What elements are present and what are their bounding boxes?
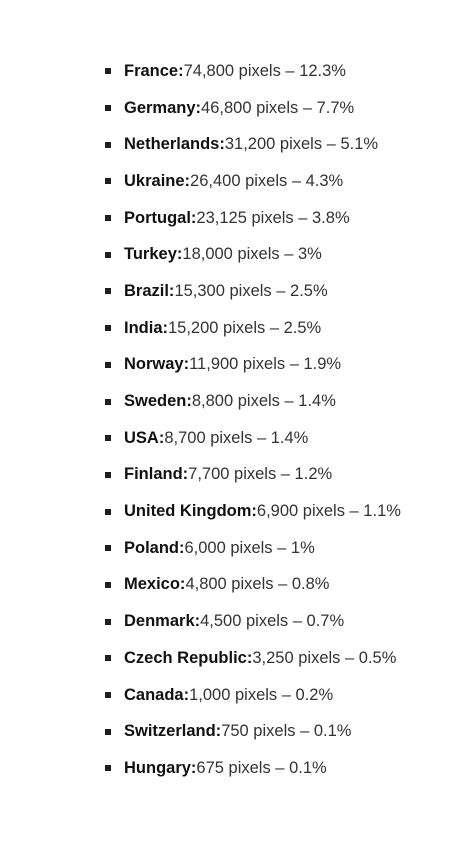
country-name: Brazil: xyxy=(124,281,175,300)
bullet-icon xyxy=(105,765,111,772)
country-name: Switzerland: xyxy=(124,722,222,741)
country-name: Hungary: xyxy=(124,758,197,777)
country-name: Portugal: xyxy=(124,208,197,227)
bullet-icon xyxy=(105,655,111,662)
pixel-detail: 46,800 pixels – 7.7% xyxy=(201,98,355,117)
list-item: USA: 8,700 pixels – 1.4% xyxy=(105,420,465,457)
list-item: Hungary: 675 pixels – 0.1% xyxy=(105,750,465,787)
country-name: Czech Republic: xyxy=(124,648,253,667)
country-pixel-list: France: 74,800 pixels – 12.3% Germany: 4… xyxy=(105,53,465,787)
country-name: USA: xyxy=(124,428,165,447)
pixel-detail: 8,800 pixels – 1.4% xyxy=(191,392,336,411)
pixel-detail: 23,125 pixels – 3.8% xyxy=(196,208,350,227)
pixel-detail: 26,400 pixels – 4.3% xyxy=(190,171,344,190)
pixel-detail: 4,500 pixels – 0.7% xyxy=(200,612,345,631)
pixel-detail: 750 pixels – 0.1% xyxy=(221,722,352,741)
bullet-icon xyxy=(105,728,111,735)
list-item: Czech Republic: 3,250 pixels – 0.5% xyxy=(105,640,465,677)
list-item: Turkey: 18,000 pixels – 3% xyxy=(105,236,465,273)
country-name: Germany: xyxy=(124,98,202,117)
pixel-detail: 15,300 pixels – 2.5% xyxy=(174,281,328,300)
country-name: France: xyxy=(124,61,184,80)
country-name: United Kingdom: xyxy=(124,502,257,521)
pixel-detail: 3,250 pixels – 0.5% xyxy=(252,648,397,667)
list-item: Denmark: 4,500 pixels – 0.7% xyxy=(105,603,465,640)
country-name: Norway: xyxy=(124,355,190,374)
bullet-icon xyxy=(105,68,111,75)
bullet-icon xyxy=(105,288,111,295)
pixel-detail: 675 pixels – 0.1% xyxy=(196,758,327,777)
list-item: Ukraine: 26,400 pixels – 4.3% xyxy=(105,163,465,200)
list-item: Sweden: 8,800 pixels – 1.4% xyxy=(105,383,465,420)
country-name: Ukraine: xyxy=(124,171,191,190)
pixel-detail: 4,800 pixels – 0.8% xyxy=(185,575,330,594)
bullet-icon xyxy=(105,435,111,442)
country-name: Denmark: xyxy=(124,612,201,631)
pixel-detail: 7,700 pixels – 1.2% xyxy=(188,465,333,484)
bullet-icon xyxy=(105,618,111,625)
pixel-detail: 15,200 pixels – 2.5% xyxy=(168,318,322,337)
bullet-icon xyxy=(105,471,111,478)
bullet-icon xyxy=(105,105,111,112)
list-item: Netherlands: 31,200 pixels – 5.1% xyxy=(105,126,465,163)
pixel-detail: 31,200 pixels – 5.1% xyxy=(224,135,379,154)
list-item: Brazil: 15,300 pixels – 2.5% xyxy=(105,273,465,310)
pixel-detail: 6,000 pixels – 1% xyxy=(184,538,315,557)
country-name: Turkey: xyxy=(124,245,183,264)
list-item: Finland: 7,700 pixels – 1.2% xyxy=(105,457,465,494)
bullet-icon xyxy=(105,251,111,258)
country-name: Canada: xyxy=(124,685,190,704)
country-name: Netherlands: xyxy=(124,135,225,154)
list-item: Germany: 46,800 pixels – 7.7% xyxy=(105,90,465,127)
bullet-icon xyxy=(105,361,111,368)
country-name: Finland: xyxy=(124,465,189,484)
bullet-icon xyxy=(105,325,111,332)
pixel-detail: 6,900 pixels – 1.1% xyxy=(256,502,401,521)
list-item: United Kingdom: 6,900 pixels – 1.1% xyxy=(105,493,465,530)
country-name: India: xyxy=(124,318,168,337)
bullet-icon xyxy=(105,398,111,405)
list-item: Switzerland: 750 pixels – 0.1% xyxy=(105,713,465,750)
list-item: France: 74,800 pixels – 12.3% xyxy=(105,53,465,90)
bullet-icon xyxy=(105,545,111,552)
pixel-detail: 18,000 pixels – 3% xyxy=(182,245,322,264)
country-name: Poland: xyxy=(124,538,185,557)
bullet-icon xyxy=(105,692,111,699)
list-item: India: 15,200 pixels – 2.5% xyxy=(105,310,465,347)
list-item: Norway: 11,900 pixels – 1.9% xyxy=(105,347,465,384)
list-item: Canada: 1,000 pixels – 0.2% xyxy=(105,677,465,714)
list-item: Poland: 6,000 pixels – 1% xyxy=(105,530,465,567)
country-name: Sweden: xyxy=(124,392,192,411)
bullet-icon xyxy=(105,508,111,515)
pixel-detail: 74,800 pixels – 12.3% xyxy=(183,61,346,80)
bullet-icon xyxy=(105,581,111,588)
bullet-icon xyxy=(105,215,111,222)
list-item: Portugal: 23,125 pixels – 3.8% xyxy=(105,200,465,237)
pixel-detail: 1,000 pixels – 0.2% xyxy=(189,685,334,704)
bullet-icon xyxy=(105,141,111,148)
pixel-detail: 8,700 pixels – 1.4% xyxy=(164,428,309,447)
list-item: Mexico: 4,800 pixels – 0.8% xyxy=(105,567,465,604)
country-name: Mexico: xyxy=(124,575,186,594)
pixel-detail: 11,900 pixels – 1.9% xyxy=(189,355,342,374)
bullet-icon xyxy=(105,178,111,185)
